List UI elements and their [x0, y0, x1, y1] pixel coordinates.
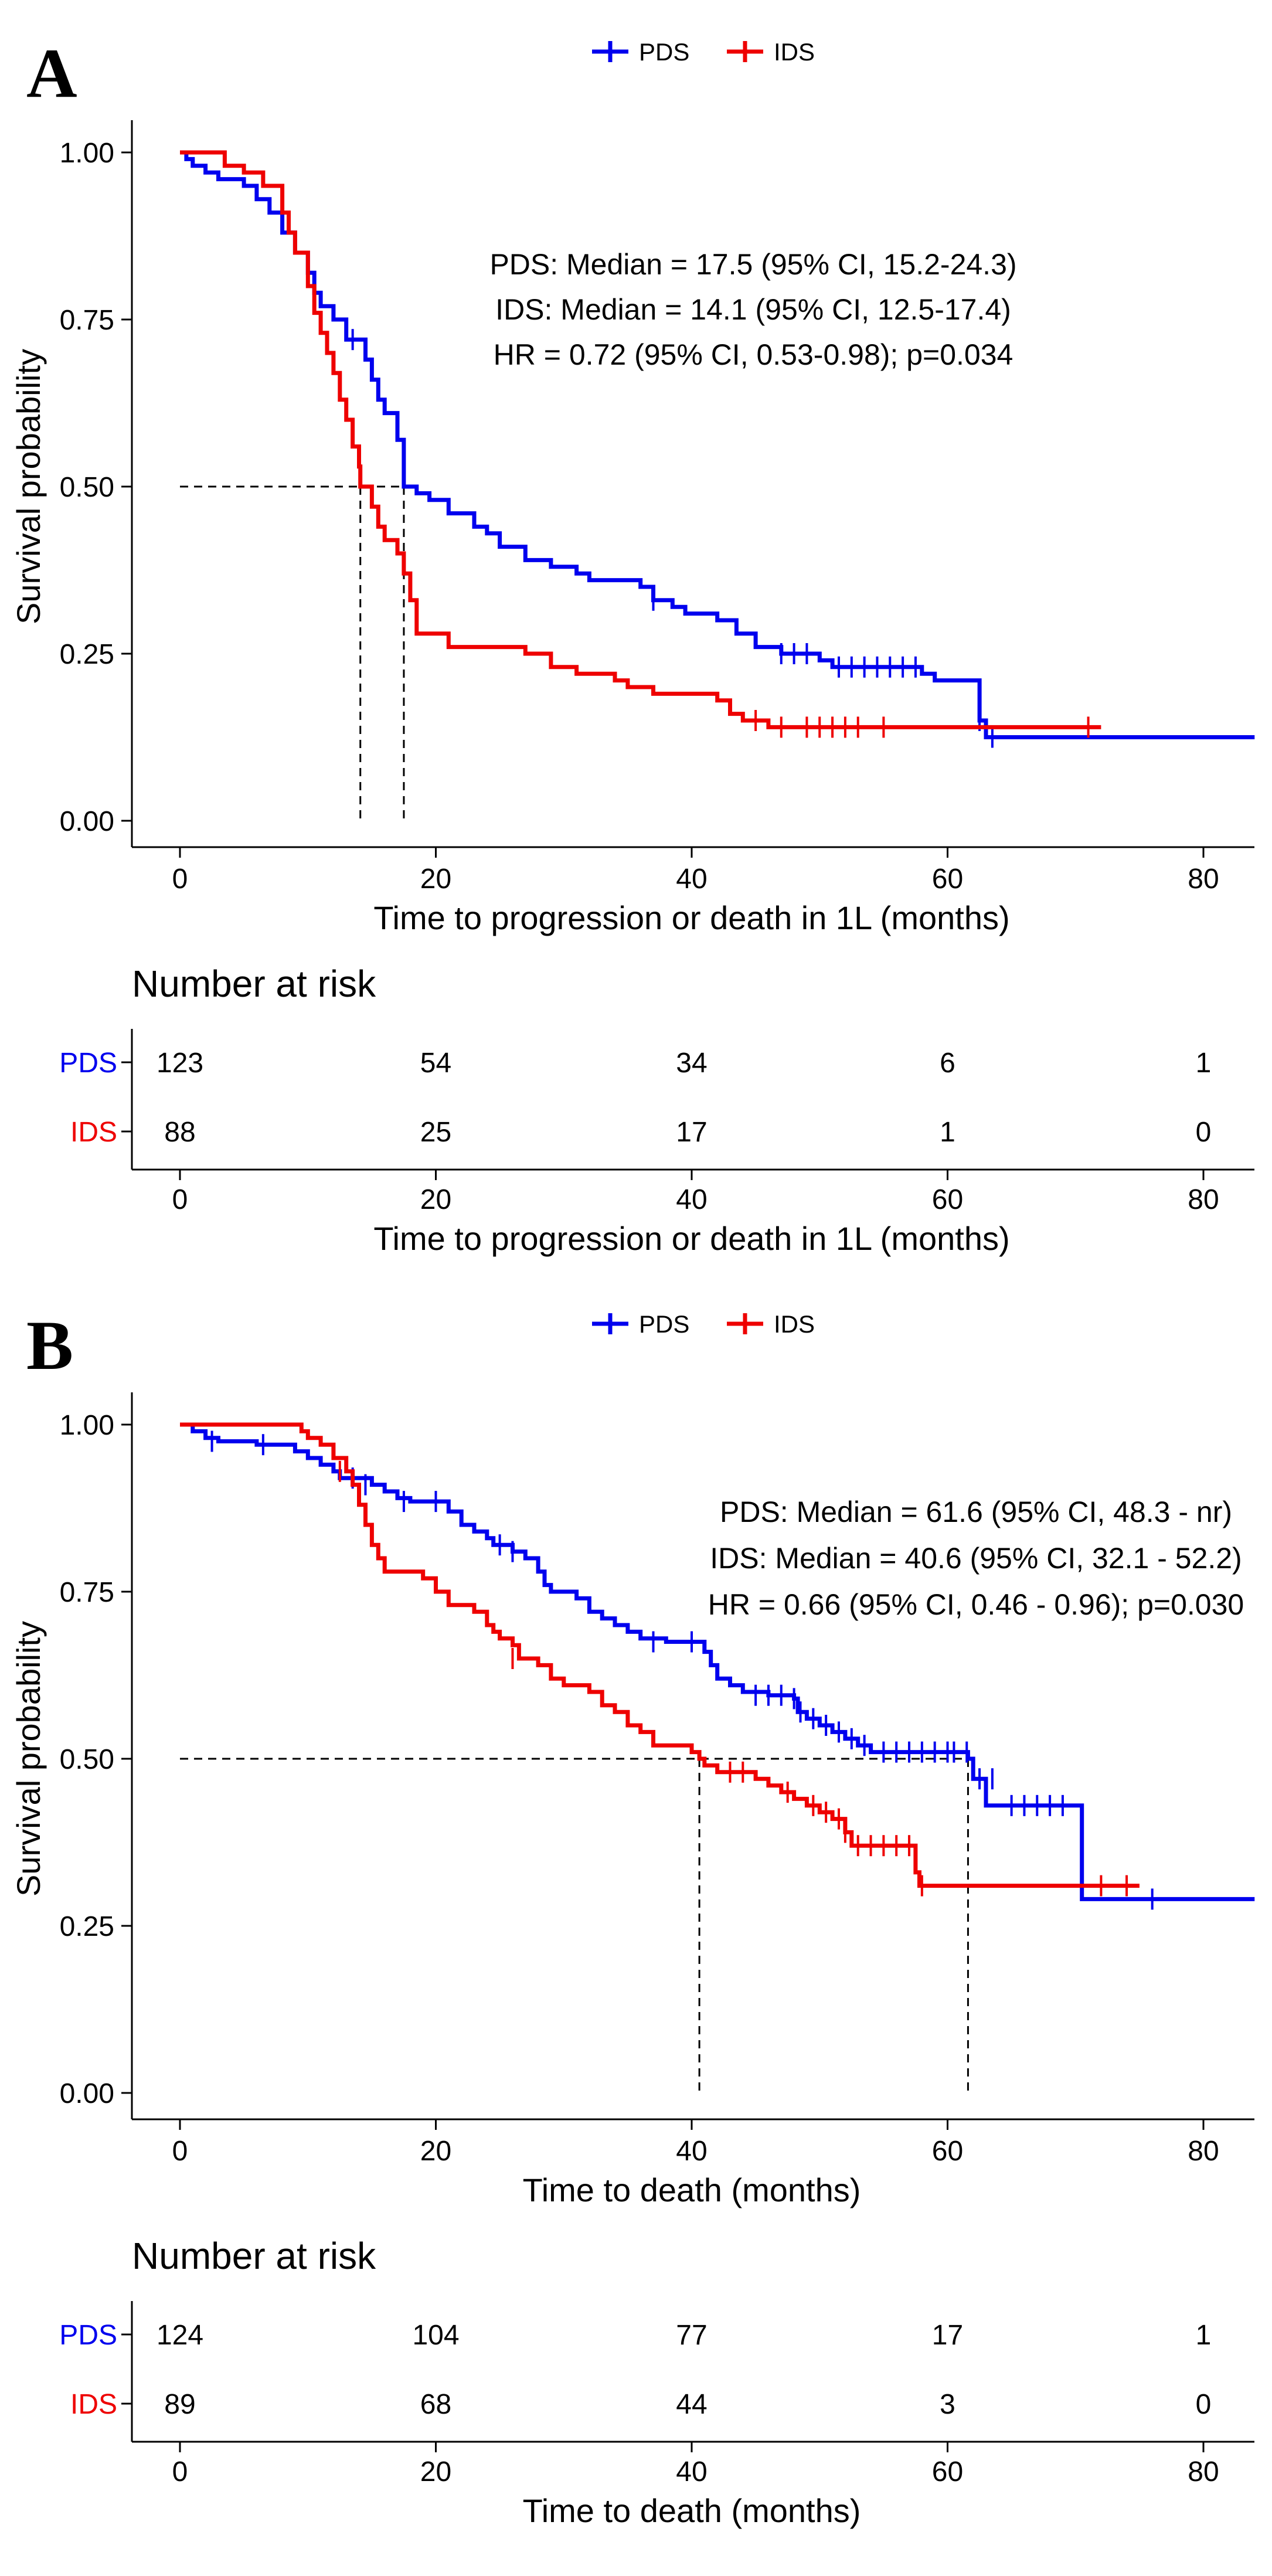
x-tick-label: 40 [676, 864, 707, 895]
x-tick-label: 0 [172, 2136, 188, 2167]
y-tick-label: 0.25 [60, 1911, 114, 1942]
annotation: PDS: Median = 17.5 (95% CI, 15.2-24.3) [489, 248, 1016, 281]
km-curve [180, 150, 1101, 729]
annotation: PDS: Median = 61.6 (95% CI, 48.3 - nr) [720, 1496, 1232, 1528]
y-tick-label: 0.75 [60, 305, 114, 336]
risk-count: 44 [676, 2389, 707, 2420]
y-tick-label: 0.50 [60, 1744, 114, 1775]
legend-swatch [727, 1313, 763, 1334]
risk-table-title: Number at risk [132, 963, 376, 1005]
median-lines [180, 1758, 969, 2093]
annotation: IDS: Median = 14.1 (95% CI, 12.5-17.4) [495, 293, 1011, 326]
risk-x-axis-label: Time to death (months) [523, 2492, 861, 2529]
y-axis-label: Survival probability [10, 1621, 47, 1897]
panel-letter: B [26, 1306, 73, 1384]
km-curve [180, 1422, 1255, 1901]
risk-row-label: PDS [59, 1048, 117, 1079]
y-tick-label: 0.50 [60, 472, 114, 503]
risk-x-axis-label: Time to progression or death in 1L (mont… [373, 1220, 1009, 1257]
km-curve [180, 150, 1255, 739]
risk-x-tick-label: 0 [172, 2456, 188, 2487]
risk-x-tick-label: 20 [420, 2456, 451, 2487]
risk-count: 1 [1196, 2320, 1212, 2351]
legend-label: IDS [774, 38, 815, 66]
risk-x-tick-label: 60 [932, 1184, 963, 1215]
risk-count: 1 [940, 1117, 955, 1148]
panel-letter: A [26, 34, 77, 112]
legend: PDS IDS [592, 38, 815, 66]
x-tick-label: 60 [932, 2136, 963, 2167]
risk-table-title: Number at risk [132, 2235, 376, 2277]
legend-label: PDS [639, 38, 689, 66]
risk-x-tick-label: 60 [932, 2456, 963, 2487]
risk-x-tick-label: 40 [676, 1184, 707, 1215]
y-tick-label: 0.00 [60, 2078, 114, 2109]
legend-label: PDS [639, 1310, 689, 1338]
x-axis-label: Time to death (months) [523, 2171, 861, 2208]
median-lines [180, 485, 405, 821]
legend-swatch [592, 41, 628, 62]
risk-count: 34 [676, 1048, 707, 1079]
series-pds [180, 150, 1255, 748]
x-axis-label: Time to progression or death in 1L (mont… [373, 899, 1009, 936]
risk-x-tick-label: 0 [172, 1184, 188, 1215]
y-tick-label: 1.00 [60, 138, 114, 169]
x-tick-label: 40 [676, 2136, 707, 2167]
risk-count: 89 [164, 2389, 195, 2420]
annotation: IDS: Median = 40.6 (95% CI, 32.1 - 52.2) [710, 1542, 1242, 1575]
y-tick-label: 0.00 [60, 806, 114, 837]
risk-count: 68 [420, 2389, 451, 2420]
series-pds [180, 1422, 1255, 1910]
risk-count: 3 [940, 2389, 955, 2420]
series-ids [180, 1422, 1140, 1897]
annotation: HR = 0.72 (95% CI, 0.53-0.98); p=0.034 [494, 338, 1013, 371]
series-ids [180, 150, 1101, 738]
risk-row-label: PDS [59, 2320, 117, 2351]
km-curve [180, 1422, 1140, 1888]
annotation: HR = 0.66 (95% CI, 0.46 - 0.96); p=0.030 [708, 1588, 1244, 1621]
risk-count: 88 [164, 1117, 195, 1148]
x-tick-label: 20 [420, 864, 451, 895]
risk-count: 77 [676, 2320, 707, 2351]
risk-row-label: IDS [70, 1117, 117, 1148]
risk-count: 104 [412, 2320, 459, 2351]
risk-count: 25 [420, 1117, 451, 1148]
x-tick-label: 60 [932, 864, 963, 895]
risk-count: 0 [1196, 2389, 1212, 2420]
risk-count: 0 [1196, 1117, 1212, 1148]
risk-table: Number at risk PDS 124 104 77 17 1 IDS 89 68 44 3 0 0… [59, 2235, 1254, 2529]
panel-b: B PDS IDS 0.00 0.25 0.50 0.75 1.00 0 20 40 60 80 Time… [10, 1306, 1255, 2529]
x-tick-label: 0 [172, 864, 188, 895]
y-tick-label: 0.25 [60, 639, 114, 670]
risk-x-tick-label: 80 [1188, 2456, 1219, 2487]
risk-count: 54 [420, 1048, 451, 1079]
risk-count: 6 [940, 1048, 955, 1079]
risk-count: 124 [157, 2320, 203, 2351]
risk-count: 123 [157, 1048, 203, 1079]
risk-x-tick-label: 20 [420, 1184, 451, 1215]
risk-x-tick-label: 40 [676, 2456, 707, 2487]
legend-swatch [727, 41, 763, 62]
risk-count: 17 [932, 2320, 963, 2351]
x-tick-label: 80 [1188, 2136, 1219, 2167]
risk-count: 1 [1196, 1048, 1212, 1079]
legend-label: IDS [774, 1310, 815, 1338]
risk-count: 17 [676, 1117, 707, 1148]
risk-table: Number at risk PDS 123 54 34 6 1 IDS 88 25 17 1 0 0 20… [59, 963, 1254, 1257]
y-tick-label: 0.75 [60, 1577, 114, 1608]
y-axis-label: Survival probability [10, 349, 47, 624]
risk-x-tick-label: 80 [1188, 1184, 1219, 1215]
legend-swatch [592, 1313, 628, 1334]
x-tick-label: 80 [1188, 864, 1219, 895]
risk-row-label: IDS [70, 2389, 117, 2420]
legend: PDS IDS [592, 1310, 815, 1338]
y-tick-label: 1.00 [60, 1410, 114, 1441]
x-tick-label: 20 [420, 2136, 451, 2167]
